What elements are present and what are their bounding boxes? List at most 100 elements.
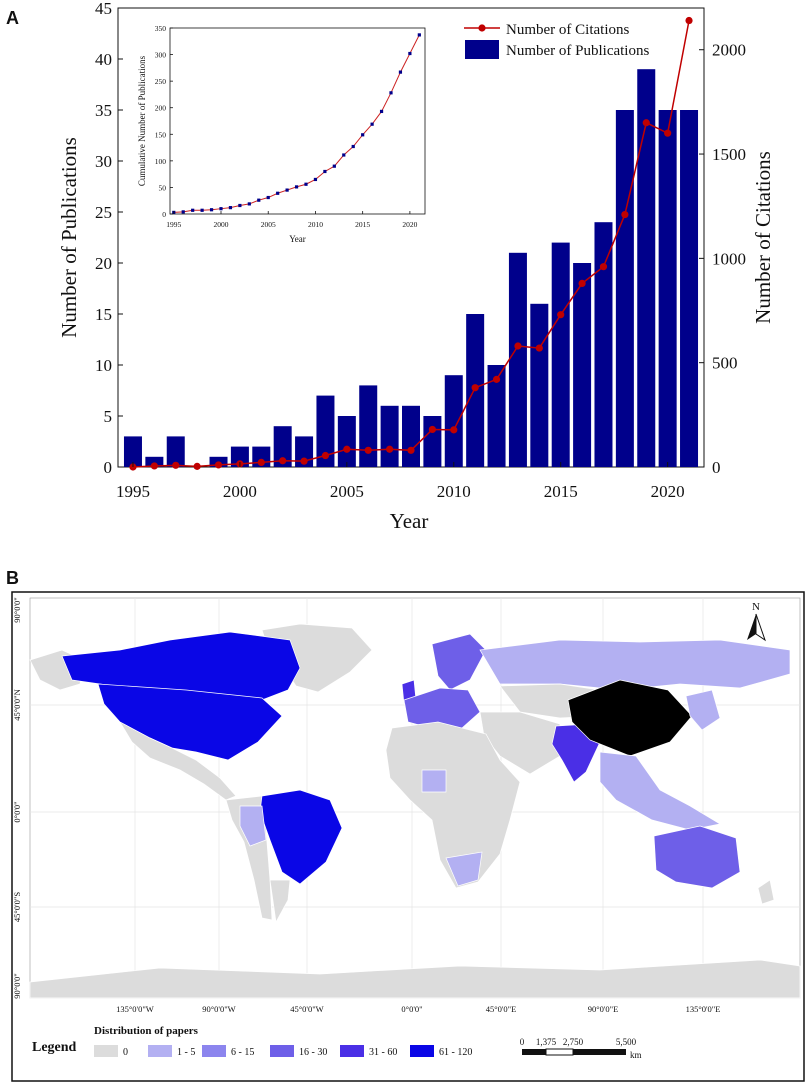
legend-item-label: 16 - 30 <box>299 1047 327 1058</box>
bar-2002 <box>273 426 292 467</box>
y-tick-label: 35 <box>95 101 112 120</box>
scale-unit: km <box>630 1050 642 1060</box>
inset-point-2002 <box>238 203 242 208</box>
citation-point-1998 <box>193 462 201 470</box>
inset-x-tick-label: 2015 <box>355 220 370 229</box>
citation-point-2017 <box>599 263 608 271</box>
bar-2018 <box>615 110 634 467</box>
legend-swatch <box>94 1045 118 1057</box>
y-tick-label: 10 <box>95 356 112 375</box>
legend-subtitle: Distribution of papers <box>94 1025 199 1037</box>
y2-tick-label: 0 <box>712 458 721 477</box>
country-korea-japan <box>685 689 721 731</box>
citation-point-2010 <box>450 426 458 434</box>
north-label: N <box>752 601 760 613</box>
x-tick-label: 2010 <box>437 482 471 501</box>
inset-point-2018 <box>389 91 393 95</box>
latitude-label: 90°0'0" <box>12 973 22 998</box>
citation-point-2008 <box>407 446 415 454</box>
citation-point-2001 <box>257 458 265 467</box>
inset-x-axis-title: Year <box>289 234 306 244</box>
x-axis-title: Year <box>390 509 429 533</box>
legend-item-label: 1 - 5 <box>177 1047 195 1058</box>
y2-tick-label: 500 <box>712 354 738 373</box>
bar-2005 <box>337 416 356 467</box>
legend-item-label: 61 - 120 <box>439 1047 472 1058</box>
citation-point-2003 <box>300 457 308 465</box>
north-arrow-left-icon <box>747 614 756 640</box>
inset-point-2012 <box>332 164 336 168</box>
citation-point-2021 <box>685 16 693 25</box>
inset-point-2006 <box>276 191 280 195</box>
scale-label: 2,750 <box>563 1037 584 1047</box>
north-arrow-right-icon <box>755 613 766 642</box>
inset-y-tick-label: 350 <box>155 24 167 33</box>
bar-2012 <box>487 365 506 467</box>
inset-point-2011 <box>323 169 327 174</box>
country-argentina-south <box>269 879 291 924</box>
legend-item-label: 6 - 15 <box>231 1047 254 1058</box>
inset-point-1996 <box>181 210 185 214</box>
legend-citations-marker <box>478 24 486 32</box>
country-scandinavia <box>431 633 487 691</box>
y-tick-label: 40 <box>95 50 112 69</box>
inset-point-2004 <box>257 198 261 202</box>
inset-point-2008 <box>294 185 299 189</box>
x-tick-label: 2000 <box>223 482 257 501</box>
y2-tick-label: 2000 <box>712 41 746 60</box>
citation-point-2002 <box>279 457 287 465</box>
legend-citations-label: Number of Citations <box>506 22 629 38</box>
bar-2015 <box>551 242 570 467</box>
citation-point-2006 <box>364 446 372 454</box>
longitude-label: 135°0'0"W <box>116 1004 154 1014</box>
citation-point-2020 <box>664 129 672 137</box>
country-new-zealand <box>757 879 775 905</box>
inset-y-axis-title: Cumulative Number of Publications <box>137 55 147 186</box>
country-brazil <box>259 789 343 885</box>
inset-point-2000 <box>219 207 223 211</box>
inset-y-tick-label: 250 <box>155 77 167 86</box>
longitude-label: 90°0'0"W <box>202 1004 235 1014</box>
y-tick-label: 45 <box>95 0 112 18</box>
inset-y-tick-label: 50 <box>159 183 167 192</box>
country-russia <box>479 639 791 691</box>
country-australia <box>653 825 741 889</box>
country-china <box>567 679 693 757</box>
inset-x-tick-label: 2010 <box>308 220 323 229</box>
inset-x-tick-label: 1995 <box>166 220 181 229</box>
inset-point-2007 <box>285 188 289 192</box>
longitude-label: 135°0'0"E <box>686 1004 721 1014</box>
bar-1995 <box>123 436 142 467</box>
inset-y-tick-label: 150 <box>155 130 167 139</box>
country-south-africa <box>445 851 483 887</box>
inset-point-2019 <box>398 70 403 74</box>
x-tick-label: 2015 <box>544 482 578 501</box>
bar-2004 <box>316 395 335 467</box>
inset-point-2021 <box>417 33 421 37</box>
y-tick-label: 5 <box>104 407 113 426</box>
inset-point-2016 <box>370 122 374 126</box>
y-tick-label: 20 <box>95 254 112 273</box>
latitude-label: 90°0'0" <box>12 597 22 622</box>
legend-item-label: 0 <box>123 1047 128 1058</box>
bar-1997 <box>166 436 185 467</box>
country-usa <box>97 683 283 761</box>
bar-2006 <box>359 385 378 467</box>
inset-point-2001 <box>228 206 233 210</box>
citation-point-2011 <box>471 384 479 392</box>
inset-point-2014 <box>351 144 355 149</box>
inset-point-2017 <box>379 109 384 114</box>
legend-publications-label: Number of Publications <box>506 43 649 59</box>
citation-point-2007 <box>386 445 394 453</box>
longitude-label: 0°0'0" <box>401 1004 422 1014</box>
legend-swatch <box>410 1045 434 1057</box>
country-africa <box>385 721 521 889</box>
bar-2013 <box>508 252 527 467</box>
inset-y-tick-label: 0 <box>162 210 166 219</box>
citation-point-1999 <box>214 461 223 469</box>
citation-point-2012 <box>492 375 501 383</box>
inset-point-2015 <box>361 133 365 137</box>
legend-swatch <box>148 1045 172 1057</box>
legend-swatch <box>340 1045 364 1057</box>
